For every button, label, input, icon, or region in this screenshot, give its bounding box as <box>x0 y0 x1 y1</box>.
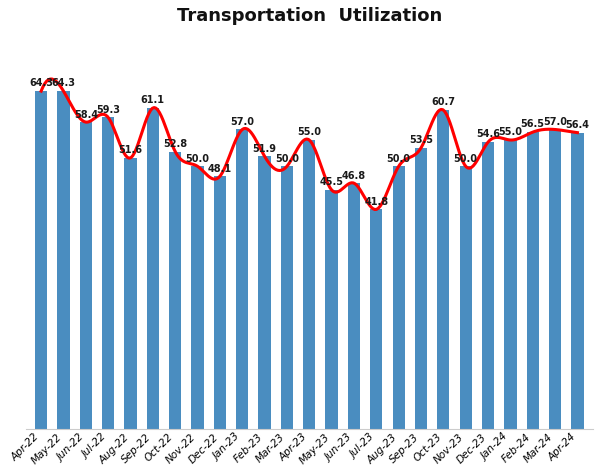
Text: 60.7: 60.7 <box>431 97 455 107</box>
Bar <box>214 176 226 429</box>
Text: 59.3: 59.3 <box>96 105 120 115</box>
Text: 46.8: 46.8 <box>342 170 366 181</box>
Text: 52.8: 52.8 <box>163 139 187 149</box>
Bar <box>415 148 427 429</box>
Bar <box>527 132 539 429</box>
Text: 58.4: 58.4 <box>74 110 98 120</box>
Text: 56.5: 56.5 <box>521 120 545 130</box>
Bar <box>437 110 449 429</box>
Text: 61.1: 61.1 <box>141 95 165 105</box>
Bar <box>281 166 293 429</box>
Bar <box>549 130 561 429</box>
Text: 51.9: 51.9 <box>253 144 277 154</box>
Text: 41.8: 41.8 <box>364 197 388 207</box>
Text: 53.5: 53.5 <box>409 135 433 145</box>
Bar <box>259 156 271 429</box>
Bar <box>392 166 405 429</box>
Text: 64.3: 64.3 <box>52 79 76 88</box>
Text: 45.5: 45.5 <box>320 177 344 187</box>
Bar <box>35 91 47 429</box>
Bar <box>460 166 472 429</box>
Bar <box>169 151 181 429</box>
Bar <box>325 190 338 429</box>
Bar <box>236 130 248 429</box>
Bar <box>147 108 159 429</box>
Text: 56.4: 56.4 <box>565 120 589 130</box>
Bar <box>191 166 204 429</box>
Text: 54.6: 54.6 <box>476 130 500 140</box>
Bar <box>482 142 494 429</box>
Bar <box>348 183 360 429</box>
Bar <box>102 117 115 429</box>
Bar <box>303 140 316 429</box>
Text: 57.0: 57.0 <box>543 117 567 127</box>
Text: 50.0: 50.0 <box>454 154 478 164</box>
Bar <box>504 140 517 429</box>
Text: 50.0: 50.0 <box>185 154 209 164</box>
Bar <box>370 210 382 429</box>
Text: 50.0: 50.0 <box>386 154 410 164</box>
Text: 50.0: 50.0 <box>275 154 299 164</box>
Title: Transportation  Utilization: Transportation Utilization <box>176 7 442 25</box>
Bar <box>80 122 92 429</box>
Text: 48.1: 48.1 <box>208 164 232 174</box>
Text: 64.3: 64.3 <box>29 79 53 88</box>
Text: 51.6: 51.6 <box>119 145 143 155</box>
Text: 55.0: 55.0 <box>499 127 523 137</box>
Bar <box>124 158 137 429</box>
Bar <box>58 91 70 429</box>
Bar <box>571 132 584 429</box>
Text: 57.0: 57.0 <box>230 117 254 127</box>
Text: 55.0: 55.0 <box>297 127 321 137</box>
